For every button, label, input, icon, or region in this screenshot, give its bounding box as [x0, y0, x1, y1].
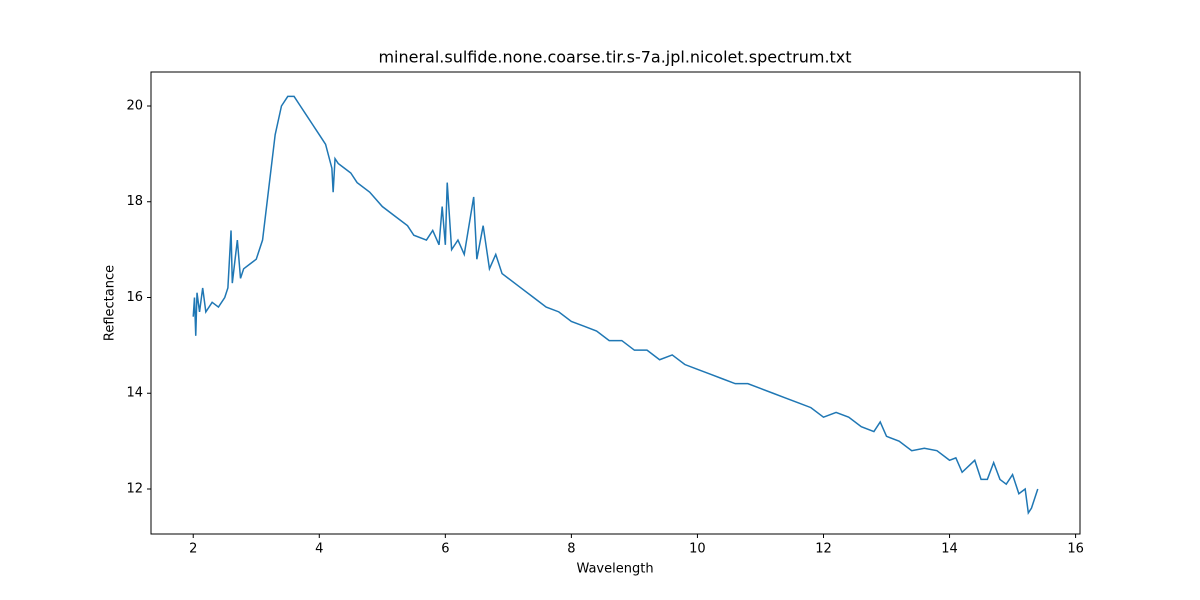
x-tick-label: 8 [567, 542, 575, 557]
y-tick-label: 20 [126, 98, 143, 113]
y-axis-label: Reflectance [103, 265, 118, 341]
y-tick-label: 14 [126, 386, 143, 401]
x-tick-label: 6 [441, 542, 449, 557]
plot-frame [150, 71, 1081, 535]
y-tick-label: 12 [126, 481, 143, 496]
y-tick-label: 18 [126, 194, 143, 209]
x-tick-label: 10 [689, 542, 706, 557]
x-tick-label: 14 [941, 542, 958, 557]
x-tick-label: 4 [315, 542, 323, 557]
series-line [192, 95, 1039, 516]
x-tick-label: 2 [189, 542, 197, 557]
x-tick-label: 12 [815, 542, 832, 557]
chart-title: mineral.sulfide.none.coarse.tir.s-7a.jpl… [378, 48, 851, 67]
y-tick-label: 16 [126, 290, 143, 305]
x-axis-label: Wavelength [576, 562, 653, 577]
x-tick-label: 16 [1067, 542, 1084, 557]
